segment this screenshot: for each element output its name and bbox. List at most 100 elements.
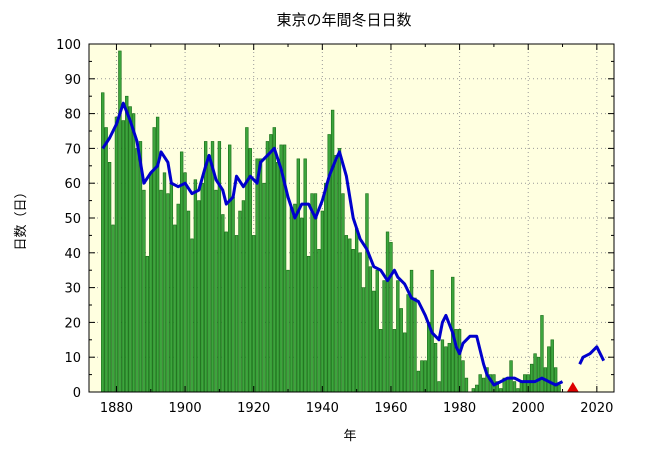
bar-1943 [330, 109, 335, 393]
triangle-marker-0 [566, 382, 579, 392]
y-tick-label: 20 [64, 316, 81, 331]
bar-1995 [509, 360, 513, 393]
bar-1968 [416, 370, 421, 393]
bar-1941 [324, 182, 328, 393]
bar-1898 [176, 203, 180, 393]
y-tick-label: 40 [64, 247, 81, 262]
bar-1946 [341, 193, 345, 393]
bar-1895 [166, 193, 170, 393]
bar-2002 [533, 353, 537, 393]
bar-1950 [354, 228, 359, 393]
plot-background [89, 44, 614, 392]
bar-1904 [197, 200, 201, 393]
bar-1902 [190, 238, 194, 393]
bar-1965 [406, 294, 410, 393]
bar-1933 [296, 158, 300, 393]
bar-1964 [403, 332, 407, 393]
bar-1966 [409, 269, 414, 393]
bar-1971 [427, 322, 431, 393]
bar-1928 [279, 144, 283, 393]
bar-1976 [444, 346, 448, 393]
bar-1896 [169, 182, 174, 393]
bar-1957 [378, 329, 383, 393]
bar-1922 [258, 158, 263, 393]
bar-1890 [149, 172, 153, 393]
bar-1962 [396, 280, 400, 393]
bar-1985 [475, 384, 479, 393]
bar-1931 [289, 207, 294, 393]
bar-1930 [286, 269, 290, 393]
bar-1905 [200, 182, 204, 393]
bar-2003 [536, 356, 541, 393]
y-tick-label: 10 [64, 351, 81, 366]
bar-1907 [207, 155, 211, 393]
bar-1915 [234, 235, 239, 393]
bar-1967 [413, 297, 417, 393]
bar-1911 [221, 214, 225, 393]
bar-1877 [104, 127, 108, 393]
bar-1917 [241, 200, 246, 393]
bar-1912 [224, 231, 228, 393]
bar-1947 [344, 235, 349, 393]
bar-2008 [553, 367, 558, 393]
bar-1881 [118, 50, 122, 393]
bar-1999 [523, 374, 527, 393]
x-tick-label: 1940 [306, 401, 339, 416]
bar-1961 [392, 329, 397, 393]
y-tick-label: 100 [56, 38, 81, 53]
bar-1954 [368, 266, 373, 393]
bar-1916 [238, 210, 242, 393]
bar-1900 [183, 172, 187, 393]
bar-1880 [114, 116, 119, 393]
bar-1935 [303, 158, 307, 393]
bar-1956 [375, 269, 379, 393]
bar-1908 [210, 141, 215, 393]
bar-1970 [423, 360, 427, 393]
bar-1921 [255, 158, 259, 393]
series-line-1 [578, 345, 606, 365]
bar-1899 [179, 151, 184, 393]
markers [566, 382, 579, 392]
y-tick-label: 0 [73, 386, 81, 401]
y-axis-ticks: 0 10 20 30 40 50 60 70 80 90 100 [56, 38, 614, 401]
y-tick-label: 70 [64, 142, 81, 157]
bar-1920 [252, 235, 256, 393]
bar-1926 [272, 127, 276, 393]
chart-title: 東京の年間冬日日数 [276, 11, 411, 29]
bar-1998 [519, 381, 524, 393]
bar-1901 [186, 210, 191, 393]
bar-1934 [300, 217, 304, 393]
bar-1876 [101, 92, 105, 393]
x-tick-label: 1920 [237, 401, 270, 416]
bar-1884 [128, 106, 132, 393]
bar-1996 [512, 381, 517, 393]
x-tick-label: 2000 [512, 401, 545, 416]
bar-1973 [433, 342, 438, 393]
bar-1955 [372, 290, 376, 393]
bar-1893 [159, 189, 163, 393]
bar-1939 [317, 249, 321, 393]
bar-1958 [382, 280, 386, 393]
x-tick-label: 1960 [374, 401, 407, 416]
bar-1883 [125, 95, 129, 393]
bar-1906 [203, 141, 208, 393]
y-tick-label: 60 [64, 177, 81, 192]
y-tick-label: 90 [64, 73, 81, 88]
y-tick-label: 50 [64, 212, 81, 227]
bar-1903 [193, 179, 198, 393]
bar-2001 [529, 363, 534, 393]
y-tick-label: 30 [64, 282, 81, 297]
bar-1969 [420, 360, 424, 393]
bar-1918 [245, 127, 249, 393]
bar-1937 [310, 193, 314, 393]
bar-1913 [228, 144, 232, 393]
bar-1951 [358, 252, 362, 393]
x-axis-title: 年 [343, 429, 356, 444]
bar-1975 [440, 339, 445, 393]
x-tick-label: 1980 [443, 401, 476, 416]
y-axis-title: 日数（日） [14, 185, 29, 250]
bar-1940 [320, 210, 325, 393]
bar-1914 [231, 196, 235, 393]
bar-1923 [262, 182, 266, 393]
